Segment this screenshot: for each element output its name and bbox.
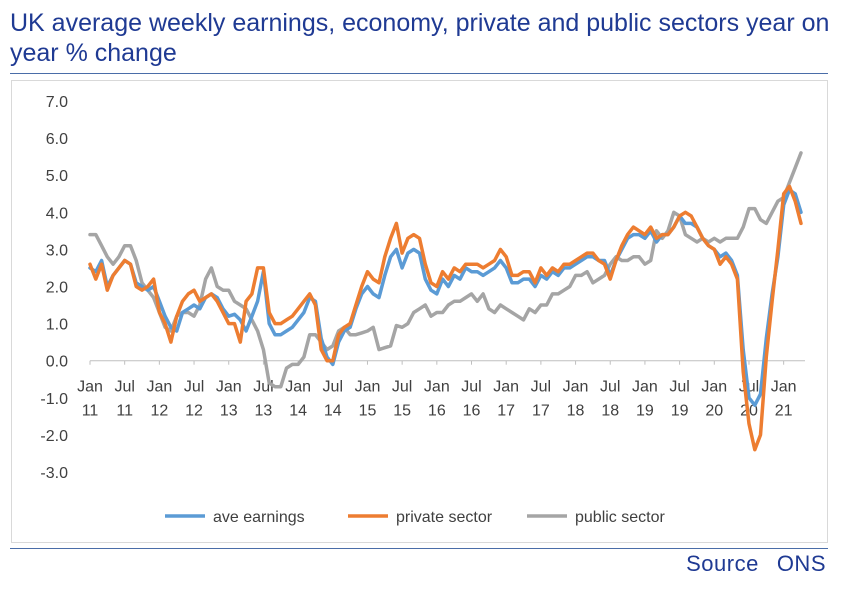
x-tick-label-month: Jul <box>184 379 204 396</box>
x-tick-label-month: Jan <box>563 379 589 396</box>
x-tick-label-month: Jan <box>285 379 311 396</box>
x-tick-label-year: 21 <box>775 403 793 420</box>
x-tick-label-month: Jul <box>323 379 343 396</box>
y-tick-label: 5.0 <box>46 168 68 185</box>
x-tick-label-year: 12 <box>150 403 168 420</box>
series-line-public-sector <box>88 151 803 389</box>
x-tick-label-year: 18 <box>601 403 619 420</box>
title-divider <box>10 73 828 74</box>
x-tick-label-month: Jan <box>146 379 172 396</box>
source-label: Source <box>686 551 759 576</box>
y-tick-label: 4.0 <box>46 205 68 222</box>
x-tick-label-month: Jan <box>216 379 242 396</box>
x-tick-label-year: 12 <box>185 403 203 420</box>
x-tick-label-year: 15 <box>393 403 411 420</box>
x-tick-label-year: 17 <box>497 403 515 420</box>
x-tick-label-month: Jul <box>114 379 134 396</box>
x-tick-label-year: 14 <box>289 403 307 420</box>
y-tick-label: 6.0 <box>46 131 68 148</box>
y-tick-label: -3.0 <box>40 465 68 482</box>
x-tick-label-month: Jul <box>392 379 412 396</box>
x-axis-ticks: Jan 11 Jul 11 Jan 12 Jul 12 Jan 13 Jul 13 Jan 14 Jul 14… <box>77 360 797 420</box>
legend-label: ave earnings <box>213 509 305 526</box>
y-axis-ticks: 7.0 6.0 5.0 4.0 3.0 2.0 1.0 0.0 -1.0 -2.0 -3.0 <box>40 94 68 482</box>
x-tick-label-year: 17 <box>532 403 550 420</box>
footer-divider <box>10 548 828 549</box>
chart-frame <box>11 80 828 543</box>
y-tick-label: 2.0 <box>46 280 68 297</box>
x-tick-label-month: Jul <box>600 379 620 396</box>
x-tick-label-year: 16 <box>463 403 481 420</box>
chart-title: UK average weekly earnings, economy, pri… <box>10 9 830 67</box>
legend-label: private sector <box>396 509 493 526</box>
series-lines <box>88 151 803 452</box>
x-tick-label-year: 15 <box>359 403 377 420</box>
y-tick-label: 1.0 <box>46 317 68 334</box>
x-tick-label-year: 19 <box>636 403 654 420</box>
x-tick-label-month: Jan <box>771 379 797 396</box>
x-tick-label-year: 20 <box>705 403 723 420</box>
source-note: Source ONS <box>668 551 826 577</box>
x-tick-label-year: 13 <box>255 403 273 420</box>
x-tick-label-month: Jul <box>461 379 481 396</box>
x-tick-label-month: Jan <box>355 379 381 396</box>
x-tick-label-year: 16 <box>428 403 446 420</box>
y-tick-label: 0.0 <box>46 354 68 371</box>
x-tick-label-year: 13 <box>220 403 238 420</box>
x-tick-label-year: 19 <box>671 403 689 420</box>
x-tick-label-month: Jan <box>701 379 727 396</box>
legend-label: public sector <box>575 509 665 526</box>
y-tick-label: -2.0 <box>40 428 68 445</box>
x-tick-label-month: Jul <box>669 379 689 396</box>
x-tick-label-year: 11 <box>82 403 99 420</box>
series-line-private-sector <box>88 184 803 452</box>
y-tick-label: 7.0 <box>46 94 68 111</box>
source-value: ONS <box>776 551 826 576</box>
x-tick-label-month: Jul <box>531 379 551 396</box>
x-tick-label-year: 18 <box>567 403 585 420</box>
y-tick-label: 3.0 <box>46 242 68 259</box>
x-tick-label-year: 11 <box>116 403 133 420</box>
chart-legend: ave earnings private sector public sector <box>165 509 665 526</box>
x-tick-label-month: Jan <box>632 379 658 396</box>
x-tick-label-month: Jan <box>77 379 103 396</box>
x-tick-label-year: 14 <box>324 403 342 420</box>
x-tick-label-month: Jan <box>493 379 519 396</box>
x-tick-label-month: Jan <box>424 379 450 396</box>
y-tick-label: -1.0 <box>40 391 68 408</box>
